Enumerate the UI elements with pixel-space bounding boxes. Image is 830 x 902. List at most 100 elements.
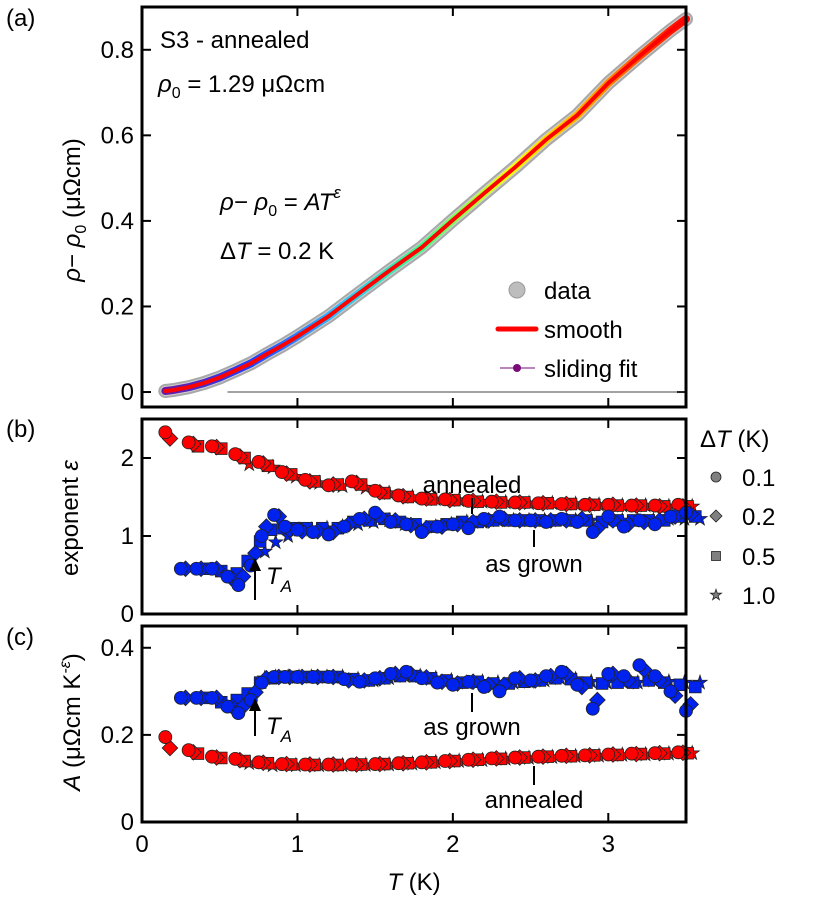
data-point-circle xyxy=(578,497,592,512)
data-point-circle xyxy=(616,519,631,534)
panel-c: 0 0.2 0.4 0 1 2 3 xyxy=(101,624,709,858)
panel-b: 0 1 2 xyxy=(121,417,709,628)
data-point-circle xyxy=(189,561,204,576)
legend-delta-t: ΔT (K) 0.1 0.2 0.5 1.0 xyxy=(700,426,775,610)
data-point-circle xyxy=(578,748,592,763)
data-point-circle xyxy=(306,525,320,539)
annotation-c-annealed: annealed xyxy=(485,787,584,814)
x-tick-label: 2 xyxy=(446,831,459,858)
data-point-circle xyxy=(254,675,269,690)
data-point-circle xyxy=(570,677,585,692)
data-point-circle xyxy=(508,513,522,528)
y-axis-label-b: exponent ε xyxy=(57,460,84,576)
data-point-circle xyxy=(484,494,499,509)
data-point-circle xyxy=(461,674,476,689)
data-point-circle xyxy=(383,515,398,529)
data-point-circle xyxy=(484,751,499,766)
data-point-circle xyxy=(445,677,460,692)
data-point-circle xyxy=(344,474,359,489)
y-tick-label: 0.6 xyxy=(101,122,134,149)
legend-data-marker xyxy=(508,281,526,299)
legend-marker-square xyxy=(711,551,721,561)
data-point-circle xyxy=(228,751,243,766)
data-point-circle xyxy=(430,519,445,534)
data-point-circle xyxy=(337,519,351,534)
data-point-circle xyxy=(477,511,491,526)
y-tick-label: 0.4 xyxy=(101,208,134,235)
data-point-circle xyxy=(554,748,569,763)
y-tick-label: 2 xyxy=(121,445,134,472)
annotation-rho0: ρ0 = 1.29 μΩcm xyxy=(157,71,325,102)
data-point-circle xyxy=(321,670,336,684)
data-point-circle xyxy=(648,669,662,683)
data-point-circle xyxy=(267,508,282,522)
data-point-circle xyxy=(414,525,429,539)
data-point-circle xyxy=(671,745,686,760)
data-point-circle xyxy=(438,754,452,768)
data-point-circle xyxy=(337,672,351,687)
data-point-circle xyxy=(205,690,219,705)
panel-label-c: (c) xyxy=(6,624,34,651)
data-point-circle xyxy=(632,513,647,528)
data-point-circle xyxy=(158,425,173,440)
data-point-circle xyxy=(477,680,491,694)
annotation-power-law: ρ− ρ0 = ATε xyxy=(219,183,341,220)
data-point-circle xyxy=(554,497,569,511)
annotation-b-as-grown: as grown xyxy=(485,551,582,578)
y-tick-label: 0 xyxy=(121,379,134,406)
data-point-circle xyxy=(368,505,383,520)
data-point-circle xyxy=(648,746,662,761)
data-point-circle xyxy=(298,757,313,772)
plot-frame xyxy=(140,5,688,409)
data-point-circle xyxy=(624,746,639,761)
series-as-grown xyxy=(173,658,709,721)
data-point-circle xyxy=(251,454,266,469)
data-point-circle xyxy=(251,755,266,770)
legend-entry-label: 1.0 xyxy=(742,583,775,610)
data-point-circle xyxy=(228,447,243,462)
legend-sliding-marker xyxy=(513,364,521,372)
data-point-circle xyxy=(231,706,246,721)
data-point-circle xyxy=(414,671,429,686)
legend-a: data smooth sliding fit xyxy=(495,278,638,383)
data-point-diamond xyxy=(161,739,179,757)
panel-label-a: (a) xyxy=(6,5,35,32)
data-point-circle xyxy=(430,675,445,690)
y-tick-label: 1 xyxy=(121,523,134,550)
data-point-circle xyxy=(539,515,554,529)
data-point-circle xyxy=(173,690,188,705)
legend-smooth-label: smooth xyxy=(544,317,623,344)
data-point-circle xyxy=(290,522,305,537)
ta-arrow-b xyxy=(249,558,261,600)
data-point-circle xyxy=(173,561,188,576)
data-point-circle xyxy=(399,517,414,532)
annotation-c-ta: TA xyxy=(266,713,292,746)
annotation-delta-t: ΔT = 0.2 K xyxy=(220,238,334,265)
data-point-circle xyxy=(205,561,219,576)
data-point-circle xyxy=(368,483,383,498)
data-point-circle xyxy=(648,498,662,513)
panel-a: 0 0.2 0.4 0.6 0.8 xyxy=(101,5,693,409)
data-point-circle xyxy=(601,509,616,524)
x-tick-label: 0 xyxy=(135,831,148,858)
data-point-circle xyxy=(290,670,305,684)
data-point-circle xyxy=(585,701,600,716)
data-point-circle xyxy=(663,509,678,524)
y-tick-label: 0.2 xyxy=(101,293,134,320)
data-point-circle xyxy=(220,569,235,584)
data-point-circle xyxy=(601,747,616,762)
annotation-b-annealed: annealed xyxy=(423,472,522,499)
data-point-circle xyxy=(181,435,196,450)
x-tick-label: 3 xyxy=(602,831,615,858)
data-point-circle xyxy=(508,495,522,510)
data-point-circle xyxy=(391,756,406,771)
data-point-circle xyxy=(461,521,476,536)
data-point-circle xyxy=(158,730,173,744)
data-point-circle xyxy=(205,749,219,764)
data-point-circle xyxy=(321,478,336,493)
data-point-circle xyxy=(523,673,538,688)
data-point-circle xyxy=(278,670,292,684)
legend-sliding-label: sliding fit xyxy=(544,356,638,383)
data-point-circle xyxy=(531,496,546,511)
legend-delta-t-title: ΔT (K) xyxy=(700,426,769,453)
